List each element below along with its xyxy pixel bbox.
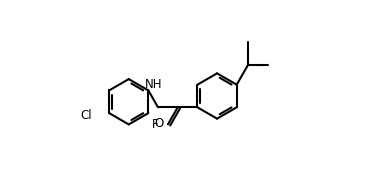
Text: F: F [152, 118, 158, 131]
Text: NH: NH [145, 78, 162, 91]
Text: O: O [154, 117, 164, 130]
Text: Cl: Cl [81, 109, 92, 122]
